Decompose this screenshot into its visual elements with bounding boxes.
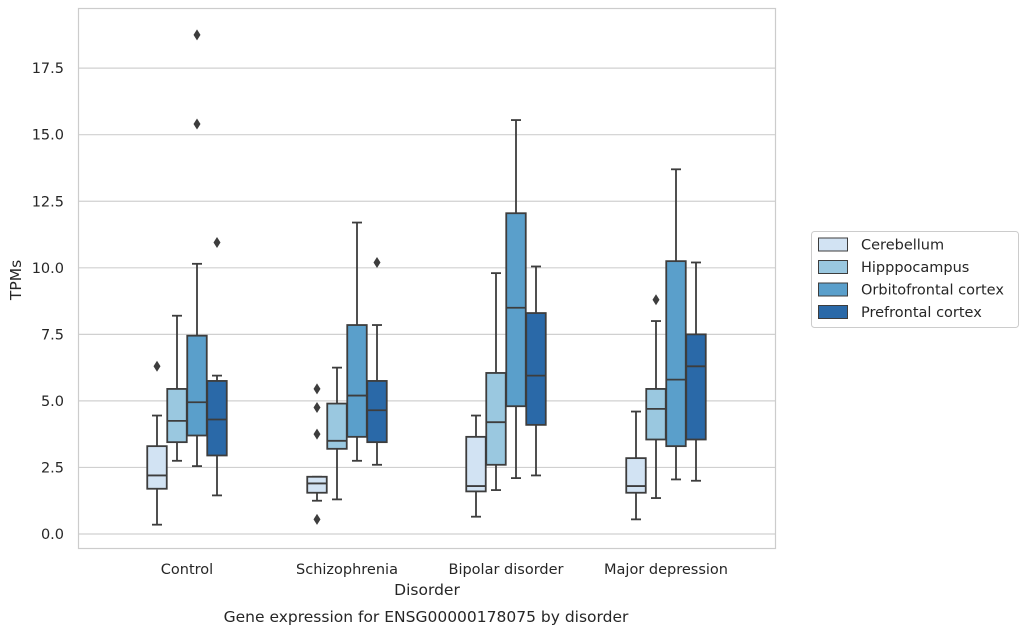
box-prefrontal-cortex-0 <box>206 237 228 497</box>
y-tick-label: 15.0 <box>32 128 64 144</box>
outlier-point <box>313 513 321 525</box>
chart-title: Gene expression for ENSG00000178075 by d… <box>224 608 629 626</box>
outlier-point <box>193 29 201 41</box>
box-orbitofrontal-cortex-0 <box>186 29 208 468</box>
box-iqr <box>505 212 527 408</box>
box-hipppocampus-2 <box>485 272 507 491</box>
box-hipppocampus-1 <box>326 366 348 501</box>
y-tick-label: 12.5 <box>32 194 64 210</box>
box-cerebellum-0 <box>146 360 168 526</box>
plot-area-frame <box>77 7 777 550</box>
outlier-point <box>652 294 660 306</box>
box-iqr <box>346 324 368 438</box>
box-iqr <box>665 260 687 448</box>
box-cerebellum-3 <box>625 410 647 521</box>
x-axis-ticks: Control Schizophrenia Bipolar disorder Majo… <box>161 562 728 578</box>
box-iqr <box>645 388 667 441</box>
box-orbitofrontal-cortex-2 <box>505 119 527 479</box>
y-tick-label: 10.0 <box>32 261 64 277</box>
box-iqr <box>326 402 348 450</box>
legend-swatch <box>818 260 848 274</box>
legend-swatch <box>818 282 848 297</box>
box-iqr <box>166 388 188 444</box>
legend-label: Prefrontal cortex <box>861 305 982 321</box>
outlier-point <box>213 237 221 249</box>
box-iqr <box>206 380 228 457</box>
x-tick-label: Bipolar disorder <box>449 562 564 578</box>
box-iqr <box>685 333 707 441</box>
box-iqr <box>625 457 647 494</box>
legend-swatch <box>818 237 848 252</box>
y-tick-label: 7.5 <box>41 327 64 343</box>
y-tick-label: 2.5 <box>41 460 64 476</box>
outlier-point <box>313 383 321 395</box>
legend-label: Cerebellum <box>861 238 944 254</box>
y-axis-label: TPMs <box>7 260 25 301</box>
outlier-point <box>153 360 161 372</box>
box-iqr <box>525 312 547 426</box>
box-iqr <box>465 435 487 493</box>
legend-label: Orbitofrontal cortex <box>861 283 1004 299</box>
y-tick-label: 17.5 <box>32 61 64 77</box>
box-orbitofrontal-cortex-1 <box>346 221 368 462</box>
box-prefrontal-cortex-3 <box>685 261 707 482</box>
legend: Cerebellum Hipppocampus Orbitofrontal cort… <box>811 231 1019 328</box>
boxes <box>146 29 707 526</box>
box-prefrontal-cortex-1 <box>366 256 388 466</box>
box-iqr <box>306 475 328 494</box>
y-tick-label: 0.0 <box>41 527 64 543</box>
x-axis-label: Disorder <box>394 581 460 599</box>
legend-swatch <box>818 305 848 319</box>
box-iqr <box>485 372 507 466</box>
x-tick-label: Schizophrenia <box>296 562 398 578</box>
box-iqr <box>186 334 208 437</box>
x-tick-label: Major depression <box>604 562 728 578</box>
x-tick-label: Control <box>161 562 213 578</box>
outlier-point <box>193 118 201 130</box>
outlier-point <box>373 256 381 268</box>
outlier-point <box>313 428 321 440</box>
box-iqr <box>146 445 168 490</box>
y-tick-label: 5.0 <box>41 394 64 410</box>
box-iqr <box>366 380 388 444</box>
box-cerebellum-1 <box>306 383 328 525</box>
box-hipppocampus-0 <box>166 314 188 462</box>
box-cerebellum-2 <box>465 414 487 518</box>
box-prefrontal-cortex-2 <box>525 265 547 477</box>
box-orbitofrontal-cortex-3 <box>665 168 687 481</box>
outlier-point <box>313 402 321 414</box>
y-axis-ticks: 0.0 2.5 5.0 7.5 10.0 12.5 15.0 17.5 <box>32 61 64 543</box>
legend-frame <box>811 231 1019 328</box>
legend-label: Hipppocampus <box>861 260 969 276</box>
